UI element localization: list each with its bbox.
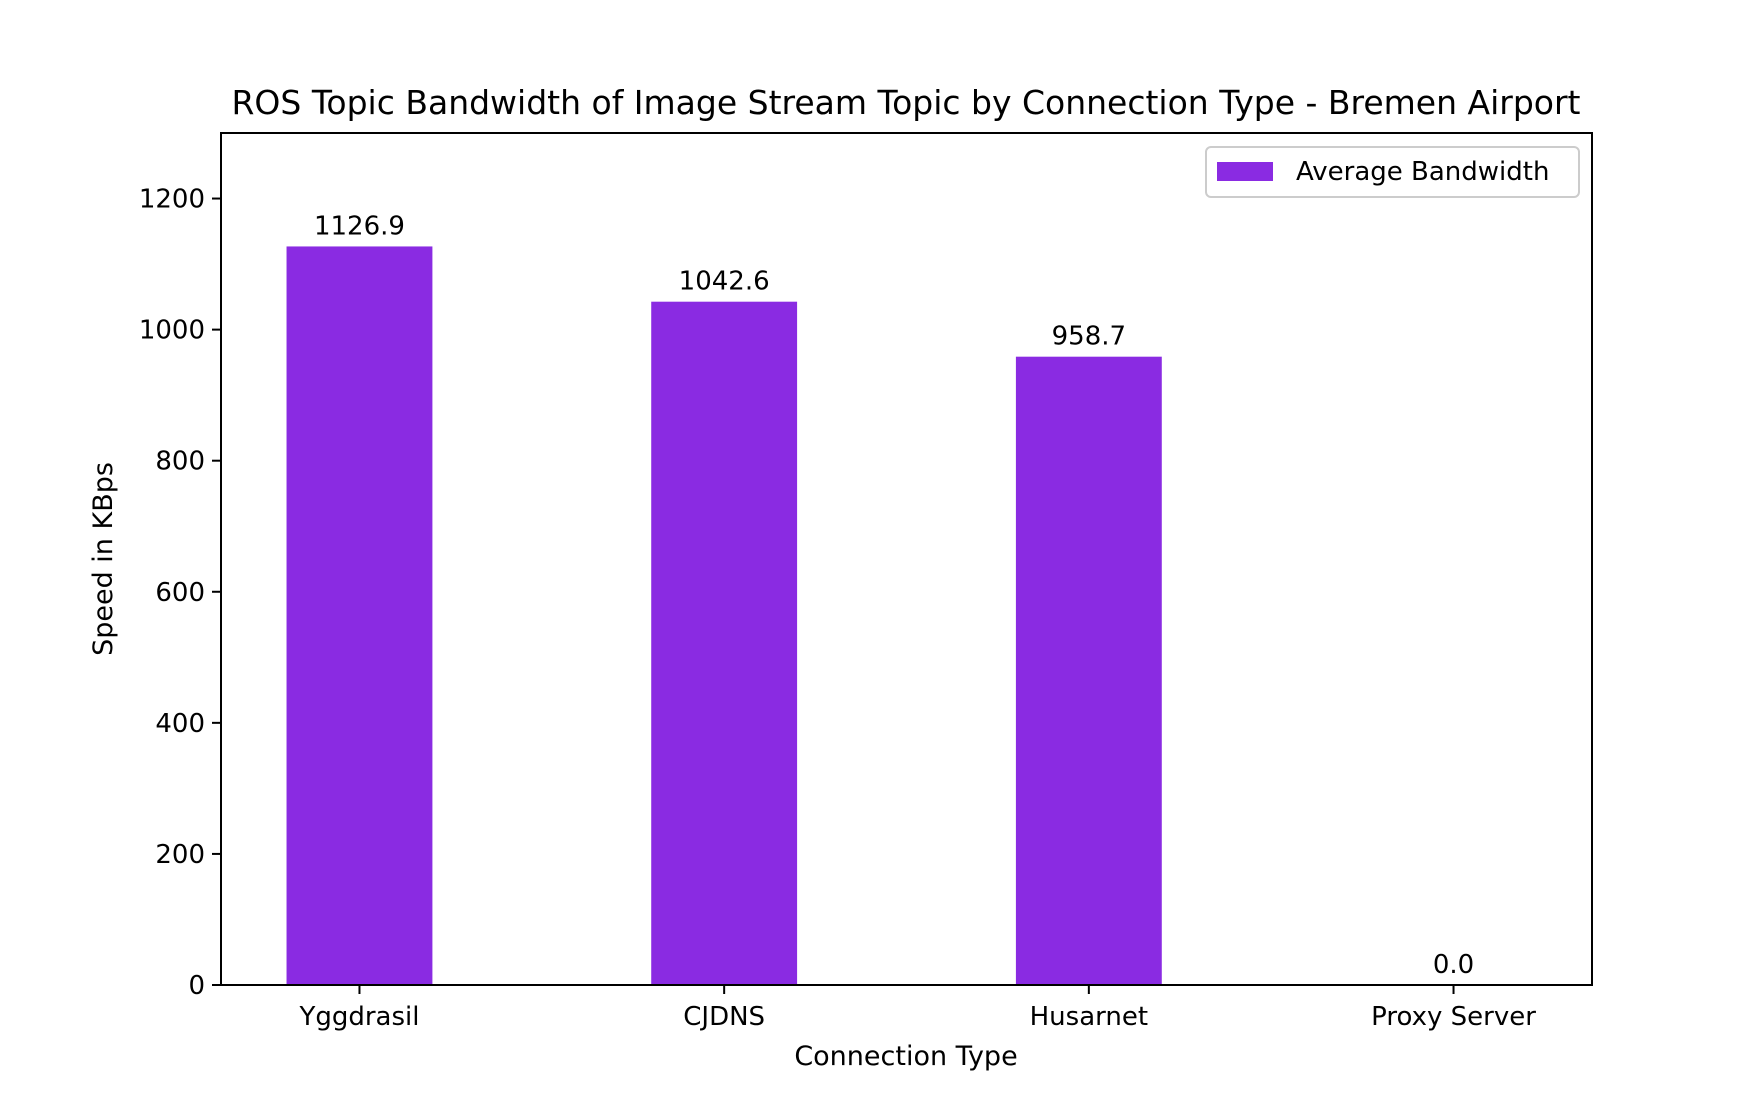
chart-title: ROS Topic Bandwidth of Image Stream Topi… <box>232 83 1581 122</box>
bar-cjdns <box>651 301 798 985</box>
y-axis: 0 200 400 600 800 1000 1200 <box>139 185 221 1001</box>
y-tick-label: 400 <box>155 709 205 739</box>
x-axis-label: Connection Type <box>794 1041 1017 1072</box>
x-tick-label: CJDNS <box>683 1002 765 1032</box>
y-tick-label: 200 <box>155 840 205 870</box>
y-tick-label: 600 <box>155 578 205 608</box>
bars-layer <box>286 246 1162 986</box>
x-axis: Yggdrasil CJDNS Husarnet Proxy Server <box>298 985 1536 1032</box>
x-tick-label: Yggdrasil <box>298 1002 419 1032</box>
bar-value-label: 0.0 <box>1433 950 1474 980</box>
bar-husarnet <box>1015 356 1162 986</box>
y-tick-label: 1000 <box>139 316 205 346</box>
plot-frame <box>220 132 1593 986</box>
legend: Average Bandwidth <box>1205 146 1580 198</box>
value-labels-layer: 1126.9 1042.6 958.7 0.0 <box>314 211 1474 980</box>
y-tick-label: 1200 <box>139 185 205 215</box>
x-tick-label: Proxy Server <box>1371 1002 1536 1032</box>
legend-swatch <box>1217 162 1273 181</box>
bar-value-label: 958.7 <box>1052 322 1126 352</box>
y-tick-label: 0 <box>188 971 205 1001</box>
y-tick-label: 800 <box>155 447 205 477</box>
legend-label: Average Bandwidth <box>1296 157 1549 187</box>
bar-value-label: 1126.9 <box>314 211 405 241</box>
bar-yggdrasil <box>286 246 433 985</box>
x-tick-label: Husarnet <box>1030 1002 1148 1032</box>
bar-value-label: 1042.6 <box>679 267 770 297</box>
y-axis-label: Speed in KBps <box>88 462 119 656</box>
legend-box <box>1205 146 1580 198</box>
